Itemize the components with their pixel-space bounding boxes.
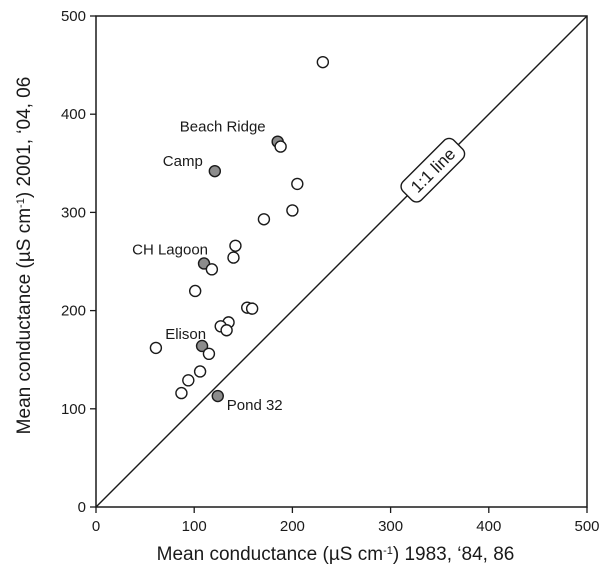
- data-point: [316, 55, 330, 69]
- data-point: [205, 263, 219, 276]
- data-point: [149, 341, 163, 355]
- y-tick-label: 0: [78, 499, 86, 516]
- x-tick-label: 0: [92, 518, 100, 535]
- x-tick-label: 500: [574, 518, 599, 535]
- data-point: [202, 347, 216, 361]
- x-tick-label: 300: [378, 518, 403, 535]
- plot-frame: [95, 15, 588, 508]
- data-point: [175, 386, 188, 400]
- data-points: [149, 55, 330, 403]
- data-point: [193, 365, 207, 378]
- data-point: [274, 140, 287, 153]
- data-point: [188, 284, 202, 298]
- data-point: [245, 302, 259, 315]
- highlighted-point: [208, 164, 222, 178]
- point-annotations: Beach Ridge Camp CH Lagoon Elison Pond 32: [132, 119, 283, 414]
- axes: 0 100 200 300 400 500 0 100 200 300 400 500: [61, 8, 600, 535]
- one-to-one-label-box: [400, 137, 466, 203]
- x-axis-title: Mean conductance (µS cm-1) 1983, ‘84, 86: [157, 544, 515, 565]
- point-label: Pond 32: [227, 397, 283, 414]
- data-point: [257, 213, 271, 226]
- x-tick-label: 100: [182, 518, 207, 535]
- y-tick-label: 100: [61, 401, 86, 418]
- data-point: [291, 177, 304, 191]
- y-tick-label: 400: [61, 106, 86, 123]
- data-point: [182, 374, 195, 387]
- reference-line-group: 1:1 line: [95, 15, 588, 508]
- one-to-one-line: [95, 15, 588, 508]
- point-label: Beach Ridge: [180, 119, 266, 136]
- y-tick-label: 200: [61, 303, 86, 320]
- data-point: [220, 324, 233, 337]
- highlighted-point: [195, 339, 209, 353]
- x-tick-label: 200: [280, 518, 305, 535]
- y-tick-label: 300: [61, 204, 86, 221]
- data-point: [286, 204, 299, 217]
- y-axis-title: Mean conductance (µS cm-1) 2001, ‘04, 06: [14, 77, 35, 435]
- data-point: [229, 239, 242, 252]
- highlighted-point: [211, 389, 224, 403]
- point-label: CH Lagoon: [132, 241, 208, 258]
- point-label: Camp: [163, 153, 203, 170]
- data-point: [227, 251, 240, 264]
- point-label: Elison: [165, 326, 206, 343]
- y-tick-label: 500: [61, 8, 86, 25]
- one-to-one-label: 1:1 line: [400, 137, 466, 203]
- x-tick-label: 400: [476, 518, 501, 535]
